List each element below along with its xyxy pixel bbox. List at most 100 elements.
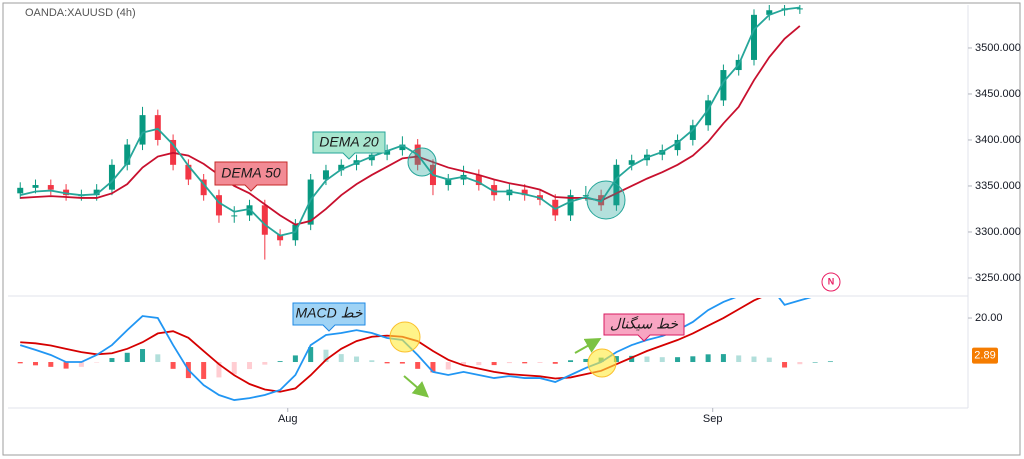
histogram-bar <box>720 354 726 363</box>
histogram-bar <box>33 362 39 366</box>
y-tick-label: 20.00 <box>975 312 1003 324</box>
candle-body <box>689 125 696 140</box>
news-badge[interactable] <box>821 272 841 292</box>
histogram-bar <box>94 362 100 363</box>
arrow <box>403 375 430 398</box>
highlight-circle <box>389 321 421 353</box>
y-tick-label: 3400.000 <box>975 134 1021 146</box>
histogram-bar <box>629 355 635 363</box>
candle-body <box>139 115 146 145</box>
histogram-bar <box>170 362 176 369</box>
candle-body <box>567 195 574 216</box>
candle-body <box>552 199 559 216</box>
highlight-circle <box>587 348 617 378</box>
histogram-bar <box>445 362 451 370</box>
candle-body <box>384 150 391 155</box>
histogram-bar <box>399 362 405 364</box>
signal-label: خط سیگنال <box>610 316 679 332</box>
axes: 3250.000 3300.000 3350.000 3400.000 3450.000… <box>278 42 1021 425</box>
histogram-bar <box>292 355 298 363</box>
histogram-bar <box>17 362 23 364</box>
news-badge-label[interactable]: N <box>828 276 835 286</box>
candle-body <box>766 10 773 15</box>
chart-title: OANDA:XAUUSD (4h) <box>25 7 136 19</box>
candle-body <box>231 215 238 217</box>
histogram-bar <box>48 362 54 367</box>
histogram-bar <box>216 362 222 378</box>
histogram-bar <box>690 356 696 363</box>
y-tick-label: 3300.000 <box>975 226 1021 238</box>
histogram-bar <box>262 362 268 365</box>
histogram-bar <box>782 362 788 368</box>
label-box <box>292 302 366 332</box>
macd-pane <box>17 298 833 401</box>
candle-body <box>154 115 161 140</box>
histogram-bar <box>827 361 833 363</box>
candle-body <box>445 179 452 186</box>
histogram-bar <box>63 362 69 369</box>
price-pane <box>17 5 803 260</box>
series-line <box>20 6 800 237</box>
candle-body <box>108 164 115 190</box>
highlight-circle <box>586 180 626 220</box>
histogram-bar <box>354 356 360 363</box>
histogram-bar <box>568 360 574 363</box>
candle-body <box>491 185 498 196</box>
histogram-bar <box>705 354 711 363</box>
candle-body <box>674 139 681 151</box>
macd-label: خط MACD <box>295 305 362 321</box>
candle-body <box>475 174 482 186</box>
label-box <box>603 313 685 342</box>
histogram-bar <box>338 354 344 363</box>
histogram-bar <box>751 356 757 363</box>
histogram-bar <box>659 357 665 363</box>
series-line <box>20 298 762 393</box>
histogram-bar <box>583 358 589 363</box>
label-box <box>214 161 288 192</box>
histogram-bar <box>430 362 436 373</box>
histogram-bar <box>766 357 772 363</box>
candle-body <box>582 195 589 197</box>
candle-body <box>705 100 712 126</box>
annotations: DEMA 50 DEMA 20 خط MACD خط سیگنال N <box>214 131 841 398</box>
series-line <box>20 25 801 226</box>
dema50-label: DEMA 50 <box>221 165 281 181</box>
histogram-bar <box>522 362 528 364</box>
histogram-bar <box>201 362 207 379</box>
candle-body <box>246 205 253 216</box>
histogram-bar <box>675 357 681 363</box>
histogram-bar <box>491 362 497 366</box>
y-tick-label: 3450.000 <box>975 88 1021 100</box>
histogram-bar <box>308 347 314 363</box>
candle-body <box>322 170 329 180</box>
histogram-bar <box>155 354 161 363</box>
histogram-bar <box>461 362 467 366</box>
candle-body <box>200 179 207 196</box>
x-tick-label: Aug <box>278 413 298 425</box>
histogram-bar <box>369 360 375 363</box>
candle-body <box>17 187 24 194</box>
last-value-box <box>972 347 998 364</box>
series-line <box>19 298 812 401</box>
candle-body <box>796 8 803 10</box>
histogram-bar <box>247 362 253 370</box>
y-tick-label: 3250.000 <box>975 272 1021 284</box>
candle-body <box>613 164 620 206</box>
candle-body <box>47 185 54 190</box>
histogram-bar <box>644 356 650 363</box>
candle-body <box>307 179 314 225</box>
candle-body <box>720 70 727 101</box>
candle-body <box>399 144 406 151</box>
candle-body <box>277 234 284 241</box>
candle-body <box>750 14 757 60</box>
histogram-bar <box>476 362 482 366</box>
histogram-bar <box>812 362 818 363</box>
histogram-bar <box>537 362 543 363</box>
histogram-bar <box>124 352 130 363</box>
histogram-bar <box>109 358 115 363</box>
histogram-bar <box>231 362 237 375</box>
candle-body <box>506 189 513 196</box>
histogram-bar <box>613 356 619 363</box>
